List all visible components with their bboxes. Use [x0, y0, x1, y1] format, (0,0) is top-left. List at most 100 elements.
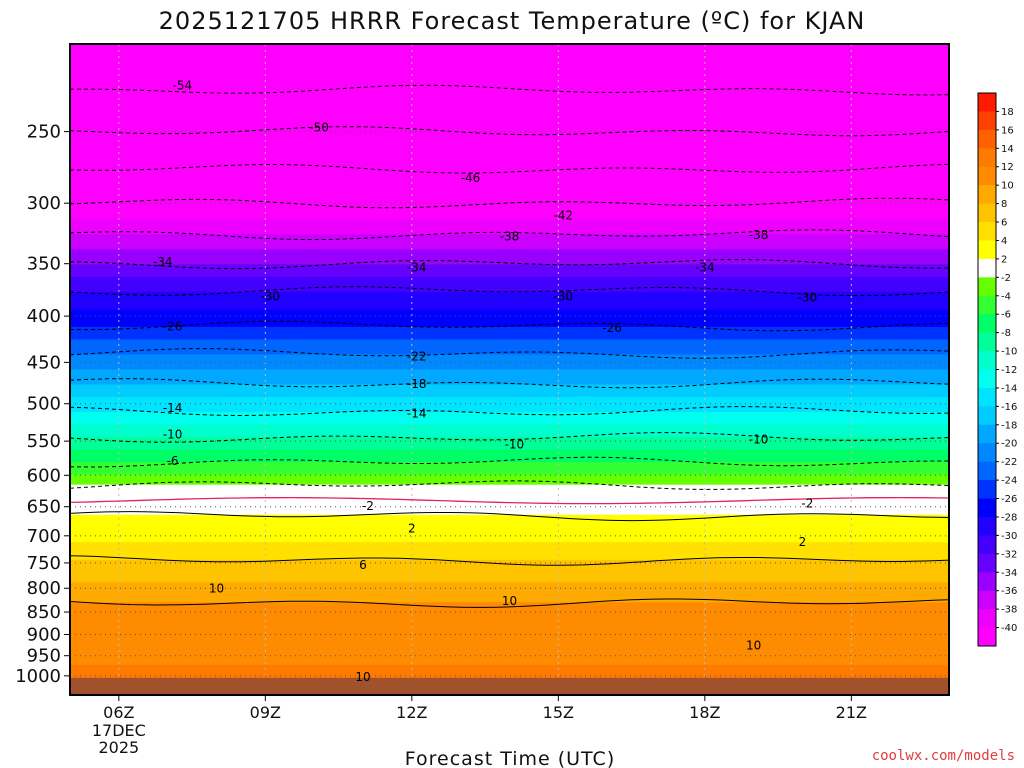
temperature-band — [70, 89, 949, 93]
temperature-band — [70, 59, 949, 63]
colorbar-label: 18 — [1001, 107, 1014, 118]
temperature-band — [70, 346, 949, 351]
temperature-band — [70, 607, 949, 611]
temperature-band — [70, 309, 949, 313]
chart-title: 2025121705 HRRR Forecast Temperature (ºC… — [159, 7, 866, 35]
temperature-band — [70, 156, 949, 160]
temperature-band — [70, 109, 949, 113]
temperature-band — [70, 582, 949, 586]
temperature-band — [70, 306, 949, 311]
temperature-band — [70, 489, 949, 493]
colorbar-swatch — [978, 461, 996, 481]
temperature-band — [70, 126, 949, 130]
temperature-band — [70, 281, 949, 286]
colorbar-swatch — [978, 148, 996, 168]
colorbar: 18 16 14 12 10 8 6 4 2 -2 -4 -6 -8 -10 -12 -14 -16 -18 -20… — [977, 92, 1017, 647]
temperature-band — [70, 392, 949, 396]
temperature-band — [70, 231, 949, 236]
temperature-band — [70, 549, 949, 554]
colorbar-label: -24 — [1001, 476, 1017, 487]
temperature-band — [70, 462, 949, 466]
temperature-band — [70, 344, 949, 348]
temperature-band — [70, 514, 949, 519]
temperature-band — [70, 276, 949, 281]
contour-label: 10 — [746, 638, 761, 652]
temperature-band — [70, 422, 949, 426]
temperature-bands — [70, 44, 949, 695]
contour-label: -30 — [798, 291, 818, 305]
temperature-band — [70, 199, 949, 203]
colorbar-label: -32 — [1001, 549, 1017, 560]
colorbar-swatch — [978, 387, 996, 407]
temperature-band — [70, 552, 949, 556]
x-tick-sublabel: 2025 — [98, 738, 139, 757]
temperature-band — [70, 216, 949, 221]
colorbar-swatch — [978, 93, 996, 112]
colorbar-swatch — [978, 590, 996, 610]
colorbar-label: -2 — [1001, 273, 1011, 284]
contour-labels: -54-50-46-42-38 -38-34 -34 -34-30 -30 -30-26-… — [153, 78, 818, 684]
temperature-band — [70, 294, 949, 298]
y-axis: 2503003504004505005506006507007508008509… — [15, 122, 70, 687]
colorbar-swatch — [978, 129, 996, 149]
colorbar-swatch — [978, 222, 996, 241]
temperature-band — [70, 326, 949, 331]
temperature-band — [70, 161, 949, 165]
temperature-band — [70, 74, 949, 78]
colorbar-swatch — [978, 443, 996, 463]
temperature-band — [70, 452, 949, 456]
temperature-band — [70, 444, 949, 448]
temperature-band — [70, 577, 949, 581]
colorbar-swatch — [978, 369, 996, 389]
temperature-band — [70, 54, 949, 58]
temperature-band — [70, 482, 949, 486]
temperature-band — [70, 624, 949, 629]
colorbar-label: -26 — [1001, 494, 1017, 505]
temperature-band — [70, 369, 949, 373]
temperature-band — [70, 186, 949, 191]
contour-label: -6 — [167, 454, 179, 468]
temperature-band — [70, 51, 949, 55]
temperature-band — [70, 414, 949, 418]
temperature-band — [70, 236, 949, 241]
temperature-band — [70, 259, 949, 263]
temperature-band — [70, 359, 949, 363]
colorbar-label: -12 — [1001, 365, 1017, 376]
temperature-band — [70, 419, 949, 423]
colorbar-swatch — [978, 553, 996, 573]
temperature-band — [70, 442, 949, 446]
temperature-band — [70, 519, 949, 524]
colorbar-swatch — [978, 498, 996, 518]
temperature-band — [70, 301, 949, 306]
temperature-band — [70, 417, 949, 421]
temperature-band — [70, 261, 949, 266]
credit-link[interactable]: coolwx.com/models — [872, 748, 1015, 764]
temperature-band — [70, 669, 949, 674]
y-tick-label: 800 — [27, 578, 61, 599]
temperature-band — [70, 672, 949, 676]
temperature-band — [70, 331, 949, 336]
temperature-band — [70, 314, 949, 318]
temperature-band — [70, 439, 949, 443]
temperature-band — [70, 554, 949, 559]
temperature-band — [70, 296, 949, 301]
temperature-band — [70, 114, 949, 118]
temperature-band — [70, 409, 949, 413]
temperature-band — [70, 614, 949, 619]
temperature-band — [70, 354, 949, 358]
temperature-band — [70, 449, 949, 453]
temperature-band — [70, 649, 949, 654]
y-tick-label: 900 — [27, 624, 61, 645]
temperature-band — [70, 44, 949, 48]
temperature-band — [70, 79, 949, 83]
contour-label: -34 — [695, 261, 715, 275]
temperature-band — [70, 374, 949, 378]
temperature-band — [70, 121, 949, 125]
contour-label: 10 — [209, 582, 224, 596]
temperature-band — [70, 151, 949, 155]
temperature-band — [70, 484, 949, 488]
temperature-band — [70, 274, 949, 278]
contour-label: -26 — [602, 321, 622, 335]
temperature-band — [70, 534, 949, 539]
temperature-band — [70, 46, 949, 50]
